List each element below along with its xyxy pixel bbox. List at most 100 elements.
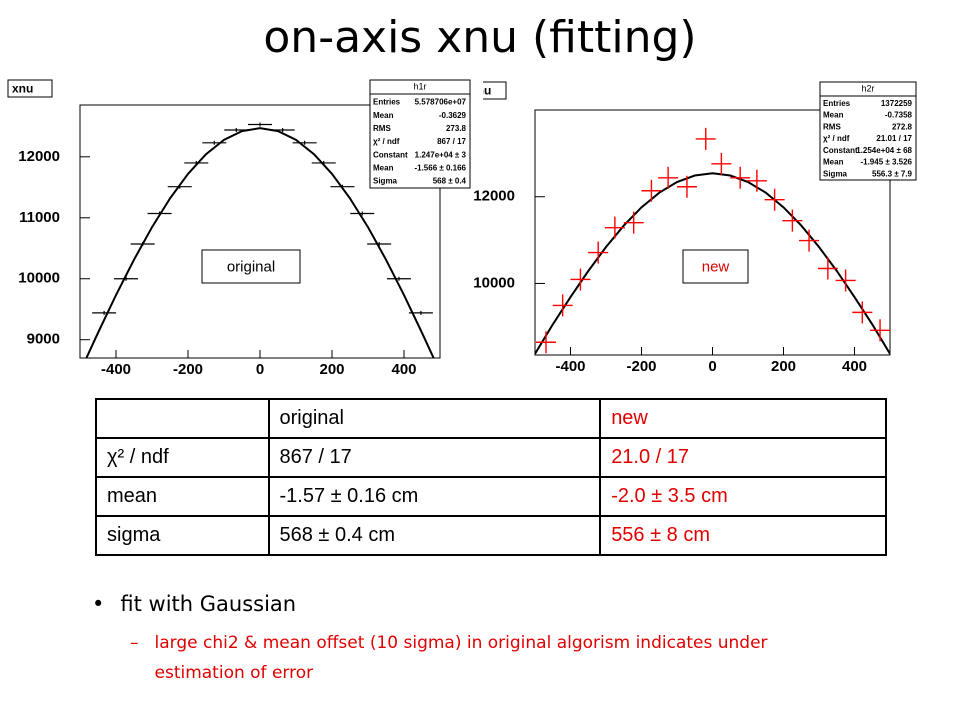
- x-tick-label: 200: [319, 361, 344, 378]
- results-table: original new χ² / ndf 867 / 17 21.0 / 17 m…: [95, 398, 887, 556]
- stats-value: 21.01 / 17: [876, 134, 912, 143]
- y-tick-label: 9000: [27, 331, 60, 348]
- stats-label: Sigma: [823, 169, 848, 178]
- cell: -2.0 ± 3.5 cm: [599, 476, 887, 517]
- data-point: [536, 331, 557, 354]
- title-group: xnu: [7, 79, 53, 98]
- row-label: sigma: [95, 515, 270, 556]
- stats-value: 1372259: [881, 99, 913, 108]
- stats-label: Entries: [373, 98, 401, 107]
- data-point: [764, 188, 785, 211]
- data-point: [782, 209, 803, 232]
- stats-label: χ² / ndf: [373, 137, 400, 146]
- stats-value: 5.578706e+07: [415, 98, 467, 107]
- data-point: [730, 166, 751, 189]
- data-point: [604, 216, 625, 239]
- chart-title: xnu: [470, 84, 491, 98]
- data-point: [676, 175, 697, 198]
- x-tick-label: -200: [626, 358, 656, 375]
- stats-label: Mean: [373, 163, 394, 172]
- data-point: [835, 269, 856, 292]
- slide-title: on-axis xnu (fitting): [263, 12, 697, 63]
- sub-bullet-text: large chi2 & mean offset (10 sigma) in o…: [154, 633, 768, 683]
- x-tick-label: -400: [101, 361, 131, 378]
- sub-bullet: – large chi2 & mean offset (10 sigma) in …: [130, 628, 770, 688]
- header-cell: original: [267, 398, 602, 439]
- cell: -1.57 ± 0.16 cm: [267, 476, 602, 517]
- stats-label: χ² / ndf: [823, 134, 850, 143]
- y-tick-label: 12000: [473, 188, 515, 205]
- data-point: [711, 152, 732, 175]
- stats-value: 1.247e+04 ± 3: [415, 150, 467, 159]
- row-label: χ² / ndf: [95, 437, 270, 478]
- data-point: [623, 211, 644, 234]
- data-point: [817, 257, 838, 280]
- bullet-text: fit with Gaussian: [120, 592, 297, 616]
- annotation-box: [682, 249, 749, 284]
- data-point: [852, 301, 873, 324]
- x-tick-label: -400: [555, 358, 585, 375]
- data-point: [92, 310, 117, 315]
- y-tick-label: 10000: [473, 274, 515, 291]
- y-tick-label: 11000: [19, 209, 60, 226]
- stats-value: -0.7358: [885, 111, 913, 120]
- data-point: [641, 179, 662, 202]
- title-box: [7, 79, 53, 98]
- stats-label: Constant: [823, 146, 858, 155]
- corner-cell: [95, 398, 270, 439]
- stats-value: -1.945 ± 3.526: [860, 158, 912, 167]
- data-point: [224, 127, 249, 132]
- fit-curve: [85, 127, 435, 358]
- stats-value: 867 / 17: [437, 137, 466, 146]
- data-point: [695, 127, 716, 150]
- stats-value: -1.566 ± 0.166: [414, 163, 466, 172]
- data-point: [147, 211, 172, 216]
- stats-label: Constant: [373, 150, 408, 159]
- fit-curve: [535, 172, 890, 355]
- stats-box: [819, 81, 917, 181]
- data-point: [270, 127, 295, 132]
- stats-label: Sigma: [373, 177, 398, 186]
- stats-label: Mean: [373, 111, 394, 120]
- data-point: [311, 160, 336, 165]
- y-tick-label: 10000: [18, 270, 60, 287]
- data-point: [386, 276, 411, 281]
- data-point: [570, 268, 591, 291]
- charts: 9000 10000 11000 12000 -400 -200 0 200 400 xnu h1r…: [7, 79, 917, 378]
- stats-label: RMS: [823, 122, 841, 131]
- data-point: [202, 140, 227, 145]
- data-point: [330, 184, 355, 189]
- annotation-box: [201, 249, 301, 284]
- cell: 867 / 17: [267, 437, 602, 478]
- stats-title: h1r: [413, 81, 426, 91]
- cell: 568 ± 0.4 cm: [267, 515, 602, 556]
- stats-value: 273.8: [446, 124, 467, 133]
- cell: 21.0 / 17: [599, 437, 887, 478]
- annotation: new: [702, 258, 730, 275]
- data-point: [408, 310, 433, 315]
- stats-box: [369, 79, 471, 189]
- x-tick-label: 0: [256, 361, 264, 378]
- data-point: [130, 241, 155, 246]
- stats-title: h2r: [861, 83, 874, 93]
- stats-label: Entries: [823, 99, 851, 108]
- x-tick-label: 400: [391, 361, 416, 378]
- annotation: original: [227, 258, 275, 275]
- data-point: [658, 166, 679, 189]
- data-point: [292, 140, 317, 145]
- bullet: • fit with Gaussian: [92, 592, 297, 616]
- data-point: [248, 122, 272, 127]
- stats-value: 1.254e+04 ± 68: [856, 146, 912, 155]
- plot-area: [85, 122, 435, 358]
- x-tick-label: 0: [708, 358, 716, 375]
- data-point: [870, 319, 890, 342]
- data-point: [746, 169, 767, 192]
- stats-label: RMS: [373, 124, 391, 133]
- data-point: [367, 241, 392, 246]
- data-point: [799, 229, 820, 252]
- x-tick-label: 200: [771, 358, 796, 375]
- x-tick-label: -200: [173, 361, 203, 378]
- y-tick-label: 12000: [18, 148, 60, 165]
- cell: 556 ± 8 cm: [599, 515, 887, 556]
